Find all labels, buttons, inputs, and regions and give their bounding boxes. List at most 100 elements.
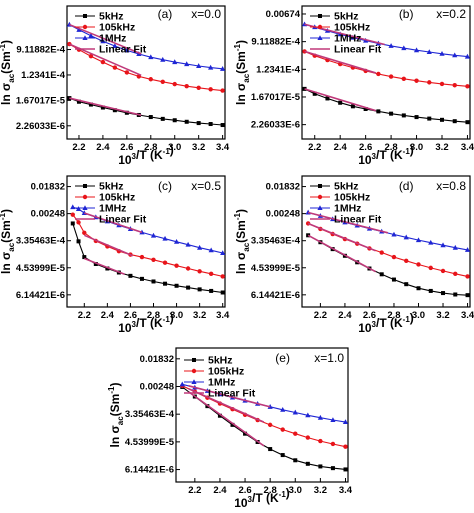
data-point: [452, 83, 457, 88]
legend-marker: [82, 35, 88, 40]
legend-marker: [191, 368, 197, 374]
legend-label: 5kHz: [334, 181, 359, 193]
legend-label: Linear Fit: [99, 214, 147, 226]
legend-marker: [82, 194, 88, 200]
data-point: [100, 105, 105, 110]
linear-fit-line: [69, 23, 142, 55]
linear-fit-line: [84, 257, 125, 276]
data-point: [230, 422, 235, 427]
x-tick-label: 3.4: [461, 142, 474, 153]
legend-label: 105kHz: [334, 192, 370, 204]
panel-label: (e): [275, 351, 290, 365]
data-point: [391, 254, 397, 260]
x-tick-label: 3.0: [168, 142, 181, 153]
legend-label: 105kHz: [99, 22, 135, 34]
y-tick-label: 0.00248: [140, 381, 174, 392]
y-tick-label: 9.11882E-4: [16, 45, 65, 56]
data-point: [464, 53, 471, 59]
x-tick-label: 2.2: [72, 142, 85, 153]
data-point: [220, 66, 226, 71]
x-tick-label: 3.2: [193, 310, 206, 321]
data-point: [184, 119, 189, 124]
data-point: [465, 120, 470, 125]
data-point: [414, 115, 419, 120]
x-tick-label: 2.4: [334, 142, 348, 153]
data-point: [220, 274, 225, 279]
data-point: [401, 113, 406, 118]
data-point: [428, 288, 433, 293]
plot-frame: [301, 5, 471, 140]
composition-label: x=1.0: [314, 351, 344, 365]
data-point: [280, 427, 285, 432]
x-tick-label: 3.0: [170, 310, 183, 321]
data-point: [76, 239, 81, 244]
legend-label: 1MHz: [334, 203, 361, 215]
x-tick-label: 2.4: [338, 310, 352, 321]
data-point: [379, 250, 384, 255]
linear-fit-line: [83, 234, 134, 257]
data-point: [401, 76, 407, 82]
plot-frame: [66, 175, 226, 308]
composition-label: x=0.8: [436, 179, 466, 193]
x-tick-label: 3.4: [461, 310, 474, 321]
series-5khz: [302, 86, 470, 125]
data-point: [196, 63, 202, 68]
data-point: [439, 50, 445, 56]
y-tick-label: 2.26033E-6: [16, 121, 65, 132]
data-point: [82, 230, 87, 236]
data-point: [404, 258, 409, 263]
x-axis-label: 103/T (K-1): [118, 311, 174, 335]
data-point: [416, 262, 421, 267]
data-point: [162, 260, 168, 265]
data-point: [305, 412, 311, 418]
data-point: [363, 106, 368, 111]
data-point: [172, 59, 178, 65]
x-tick-label: 3.2: [436, 310, 449, 321]
x-tick-label: 2.8: [144, 142, 157, 153]
x-tick-label: 2.8: [387, 310, 400, 321]
data-point: [220, 88, 225, 93]
legend-label: 5kHz: [99, 11, 124, 23]
x-tick-label: 2.4: [213, 485, 227, 496]
x-tick-label: 3.2: [435, 142, 448, 153]
series-5khz: [306, 233, 470, 298]
y-tick-label: 0.00248: [266, 209, 300, 220]
data-point: [184, 83, 189, 89]
data-point: [185, 241, 191, 247]
data-point: [330, 441, 336, 447]
legend-label: Linear Fit: [334, 44, 382, 56]
data-point: [112, 65, 118, 70]
legend-marker: [317, 205, 323, 210]
x-tick-label: 2.8: [264, 485, 277, 496]
data-point: [184, 61, 190, 67]
data-point: [70, 212, 75, 217]
panel-b: 2.2 2.4 2.6 2.8 3.0 3.2 3.4 0.00674 9.11882E-4 1.…: [233, 5, 474, 167]
linear-fit-line: [307, 234, 376, 273]
data-point: [151, 279, 156, 284]
y-tick-label: 6.14421E-6: [125, 465, 174, 476]
linear-fit-line: [188, 385, 271, 408]
x-axis-label: 103/T (K-1): [118, 143, 174, 167]
data-point: [414, 78, 419, 83]
y-tick-label: 3.35463E-4: [125, 409, 175, 420]
data-point: [428, 265, 433, 271]
data-point: [173, 238, 180, 244]
data-point: [452, 244, 458, 250]
y-axis-label: ln σac(Sm-1): [0, 209, 16, 274]
linear-fit-line: [304, 88, 377, 112]
data-point: [70, 204, 76, 210]
data-point: [243, 431, 248, 436]
x-tick-label: 2.2: [314, 310, 327, 321]
linear-fit-line: [307, 222, 376, 252]
data-point: [76, 220, 81, 225]
data-point: [151, 257, 156, 262]
data-point: [220, 290, 225, 295]
legend-marker: [318, 14, 322, 18]
y-axis-label: ln σac(Sm-1): [0, 40, 16, 105]
data-point: [441, 291, 446, 296]
panel-label: (a): [158, 7, 173, 21]
x-tick-label: 2.2: [78, 310, 91, 321]
